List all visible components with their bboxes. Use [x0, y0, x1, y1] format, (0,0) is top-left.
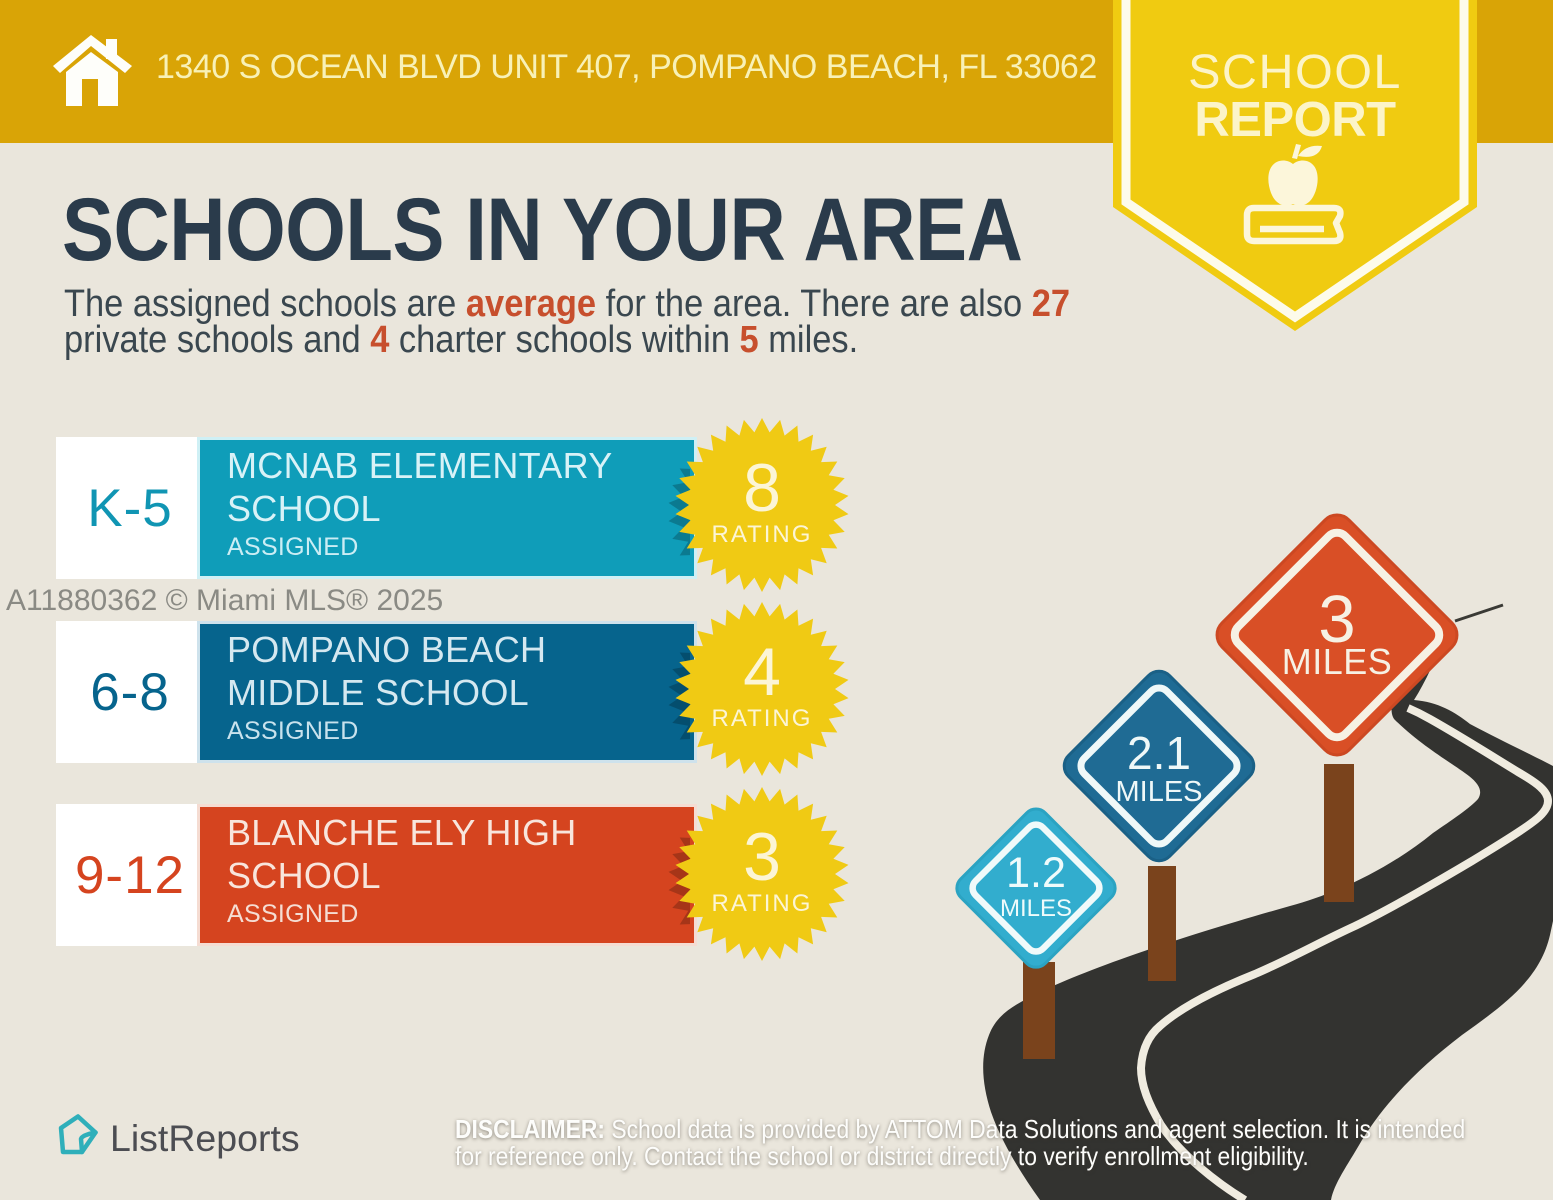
svg-text:MILES: MILES — [1115, 776, 1202, 808]
svg-text:MILES: MILES — [1282, 641, 1393, 682]
svg-text:2.1: 2.1 — [1127, 727, 1191, 779]
svg-text:3: 3 — [1318, 582, 1355, 657]
svg-text:MILES: MILES — [1000, 895, 1072, 922]
svg-text:1.2: 1.2 — [1006, 849, 1066, 897]
svg-text:REPORT: REPORT — [1194, 93, 1396, 147]
svg-text:3: 3 — [743, 819, 781, 895]
svg-text:RATING: RATING — [712, 521, 813, 548]
svg-text:8: 8 — [743, 450, 781, 526]
svg-text:RATING: RATING — [712, 890, 813, 917]
svg-text:RATING: RATING — [712, 705, 813, 732]
svg-text:4: 4 — [743, 634, 781, 710]
svg-text:SCHOOL: SCHOOL — [1188, 45, 1402, 99]
